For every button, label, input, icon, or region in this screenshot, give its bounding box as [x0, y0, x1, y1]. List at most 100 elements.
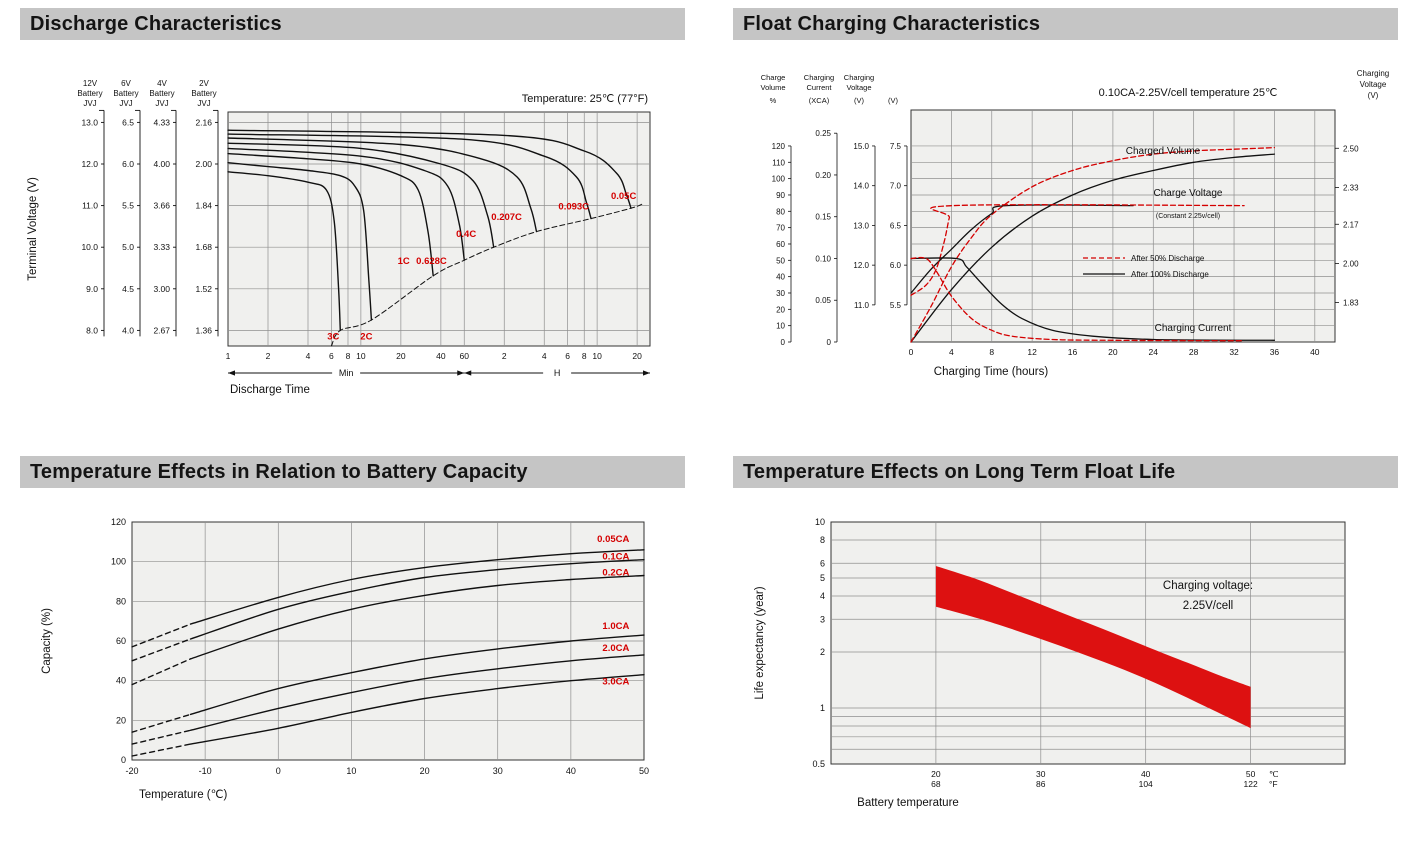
svg-text:0.093C: 0.093C [558, 202, 589, 213]
svg-text:30: 30 [493, 766, 503, 776]
svg-text:30: 30 [776, 289, 785, 298]
svg-text:40: 40 [116, 676, 126, 686]
svg-text:20: 20 [632, 351, 642, 361]
svg-text:0: 0 [121, 755, 126, 765]
svg-text:Charge Voltage: Charge Voltage [1154, 188, 1223, 199]
svg-text:0.05C: 0.05C [611, 191, 636, 202]
svg-text:4.0: 4.0 [122, 325, 134, 335]
svg-text:1.84: 1.84 [195, 201, 212, 211]
svg-text:Charging: Charging [844, 73, 874, 82]
svg-text:60: 60 [776, 240, 785, 249]
svg-text:6.0: 6.0 [122, 159, 134, 169]
svg-text:5: 5 [820, 573, 825, 583]
svg-text:(Constant 2.25v/cell): (Constant 2.25v/cell) [1156, 213, 1220, 220]
svg-text:11.0: 11.0 [854, 301, 870, 310]
svg-text:JVJ: JVJ [119, 99, 132, 108]
svg-text:After 100% Discharge: After 100% Discharge [1131, 270, 1209, 279]
svg-text:Life expectancy (year): Life expectancy (year) [754, 586, 766, 699]
svg-text:1.52: 1.52 [195, 284, 212, 294]
svg-text:50: 50 [639, 766, 649, 776]
svg-text:13.0: 13.0 [81, 117, 98, 127]
section-title: Temperature Effects in Relation to Batte… [30, 460, 528, 483]
svg-text:Charging: Charging [1357, 69, 1389, 78]
svg-text:0.10CA-2.25V/cell temperature: 0.10CA-2.25V/cell temperature 25℃ [1099, 87, 1278, 99]
float-life-chart: 10 8 6 5 4 3 2 1 0.5 20 68 30 86 40 104 50 122 ℃ °F Chargin… [733, 494, 1398, 839]
svg-text:40: 40 [436, 351, 446, 361]
svg-text:6: 6 [329, 351, 334, 361]
svg-text:Voltage: Voltage [846, 83, 871, 92]
svg-text:2C: 2C [360, 332, 372, 343]
svg-text:Battery: Battery [113, 89, 138, 98]
svg-text:50: 50 [1246, 769, 1256, 779]
svg-text:Charging: Charging [804, 73, 834, 82]
svg-text:2.00: 2.00 [1343, 259, 1359, 268]
svg-text:Charge: Charge [761, 73, 786, 82]
svg-text:20: 20 [420, 766, 430, 776]
temp-capacity-chart: 0 20 40 60 80 100 120 -20 -10 0 10 20 30 40 50 0.05CA 0.… [20, 494, 685, 839]
svg-text:28: 28 [1189, 347, 1199, 357]
svg-text:4: 4 [820, 591, 825, 601]
svg-text:15.0: 15.0 [853, 142, 869, 151]
svg-text:70: 70 [776, 224, 785, 233]
svg-text:1.83: 1.83 [1343, 299, 1359, 308]
svg-text:4.33: 4.33 [153, 117, 170, 127]
svg-text:Charging Time (hours): Charging Time (hours) [934, 366, 1049, 378]
svg-text:0.25: 0.25 [815, 129, 831, 138]
svg-text:32: 32 [1229, 347, 1239, 357]
svg-text:Battery: Battery [77, 89, 102, 98]
svg-text:9.0: 9.0 [86, 284, 98, 294]
svg-text:2.00: 2.00 [195, 159, 212, 169]
svg-text:0.628C: 0.628C [416, 256, 447, 267]
svg-text:20: 20 [931, 769, 941, 779]
svg-text:40: 40 [1310, 347, 1320, 357]
svg-text:4: 4 [542, 351, 547, 361]
svg-text:10: 10 [776, 322, 785, 331]
svg-text:0.207C: 0.207C [491, 212, 522, 223]
svg-text:2.25V/cell: 2.25V/cell [1183, 600, 1234, 612]
svg-text:0: 0 [781, 338, 786, 347]
svg-text:4.5: 4.5 [122, 284, 134, 294]
svg-text:8.0: 8.0 [86, 325, 98, 335]
svg-text:3: 3 [820, 614, 825, 624]
svg-text:°F: °F [1269, 779, 1278, 789]
svg-text:11.0: 11.0 [82, 201, 98, 211]
svg-text:20: 20 [776, 305, 785, 314]
svg-text:Battery: Battery [149, 89, 174, 98]
svg-text:0.5: 0.5 [812, 759, 825, 769]
svg-text:JVJ: JVJ [197, 99, 210, 108]
svg-text:6.0: 6.0 [890, 261, 902, 270]
svg-text:1.68: 1.68 [195, 242, 212, 252]
discharge-chart: 1 2 4 6 8 10 20 40 60 2 4 6 8 10 20 12V Battery JVJ 13.0 12… [20, 46, 685, 451]
svg-text:0.20: 0.20 [815, 171, 831, 180]
svg-text:3.33: 3.33 [153, 242, 170, 252]
svg-text:68: 68 [931, 779, 941, 789]
svg-text:8: 8 [582, 351, 587, 361]
svg-text:Charging voltage:: Charging voltage: [1163, 580, 1253, 592]
svg-text:40: 40 [566, 766, 576, 776]
svg-text:12: 12 [1027, 347, 1037, 357]
svg-text:0.10: 0.10 [815, 254, 831, 263]
svg-text:3C: 3C [327, 332, 339, 343]
svg-text:Battery: Battery [191, 89, 216, 98]
svg-text:1.0CA: 1.0CA [602, 621, 629, 632]
svg-text:0.2CA: 0.2CA [602, 568, 629, 579]
svg-text:8: 8 [346, 351, 351, 361]
svg-text:6.5: 6.5 [890, 221, 902, 230]
section-title: Float Charging Characteristics [743, 12, 1041, 35]
float-charging-chart: 0 4 8 12 16 20 24 28 32 36 40 Charge Volume% 0 10 20 30 4… [733, 46, 1398, 451]
svg-text:Temperature (℃): Temperature (℃) [139, 789, 227, 801]
svg-text:90: 90 [776, 191, 785, 200]
svg-text:120: 120 [772, 142, 786, 151]
svg-text:-20: -20 [125, 766, 138, 776]
svg-text:(XCA): (XCA) [809, 96, 830, 105]
svg-text:%: % [770, 96, 777, 105]
svg-text:6V: 6V [121, 79, 131, 88]
svg-text:5.5: 5.5 [122, 201, 134, 211]
svg-text:2: 2 [266, 351, 271, 361]
svg-text:10: 10 [592, 351, 602, 361]
svg-text:(V): (V) [888, 96, 899, 105]
svg-text:2.67: 2.67 [153, 325, 170, 335]
svg-text:30: 30 [1036, 769, 1046, 779]
svg-text:After 50% Discharge: After 50% Discharge [1131, 254, 1205, 263]
svg-text:24: 24 [1149, 347, 1159, 357]
